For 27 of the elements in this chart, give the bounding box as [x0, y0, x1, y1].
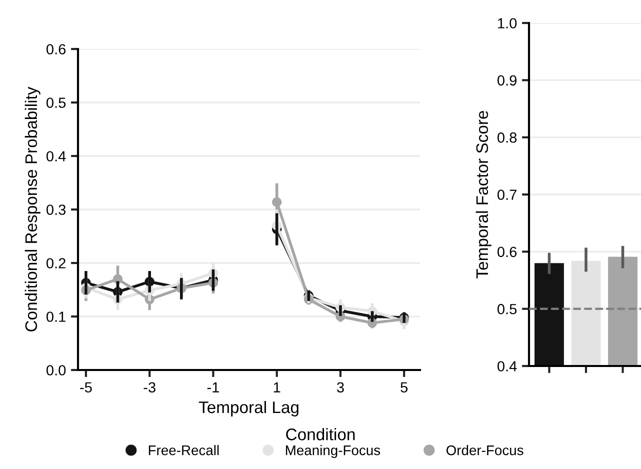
- y-tick-label: 0.5: [46, 98, 66, 108]
- y-tick-label: 0.2: [46, 258, 66, 268]
- x-tick-label: -5: [80, 382, 92, 393]
- y-tick-label: 0.1: [46, 312, 66, 322]
- legend-label: Order-Focus: [446, 445, 524, 456]
- y-tick-label: 0.6: [46, 44, 66, 54]
- y-tick-label: 0.8: [497, 132, 517, 143]
- x-tick-label: 3: [336, 382, 344, 393]
- x-tick-label: 1: [274, 382, 280, 392]
- y-axis-title: Temporal Factor Score: [476, 110, 492, 278]
- y-tick-label: 0.3: [46, 204, 66, 215]
- x-tick-label: -1: [207, 382, 219, 392]
- y-axis-title: Conditional Response Probability: [24, 86, 40, 332]
- x-axis-title: Temporal Lag: [198, 400, 298, 416]
- y-tick-label: 0.4: [497, 361, 517, 372]
- x-tick-label: -3: [144, 382, 156, 393]
- legend-title: Condition: [286, 428, 355, 440]
- y-tick-label: 0.5: [497, 304, 517, 314]
- legend-label: Meaning-Focus: [286, 445, 380, 458]
- y-tick-label: 1.0: [498, 18, 517, 28]
- y-tick-label: 0.0: [46, 365, 66, 376]
- y-tick-label: 0.6: [497, 246, 517, 258]
- x-tick-label: 5: [400, 382, 408, 393]
- y-tick-label: 0.7: [497, 190, 516, 200]
- y-tick-label: 0.4: [46, 151, 66, 162]
- y-tick-label: 0.9: [497, 75, 517, 86]
- legend-label: Free-Recall: [148, 445, 219, 456]
